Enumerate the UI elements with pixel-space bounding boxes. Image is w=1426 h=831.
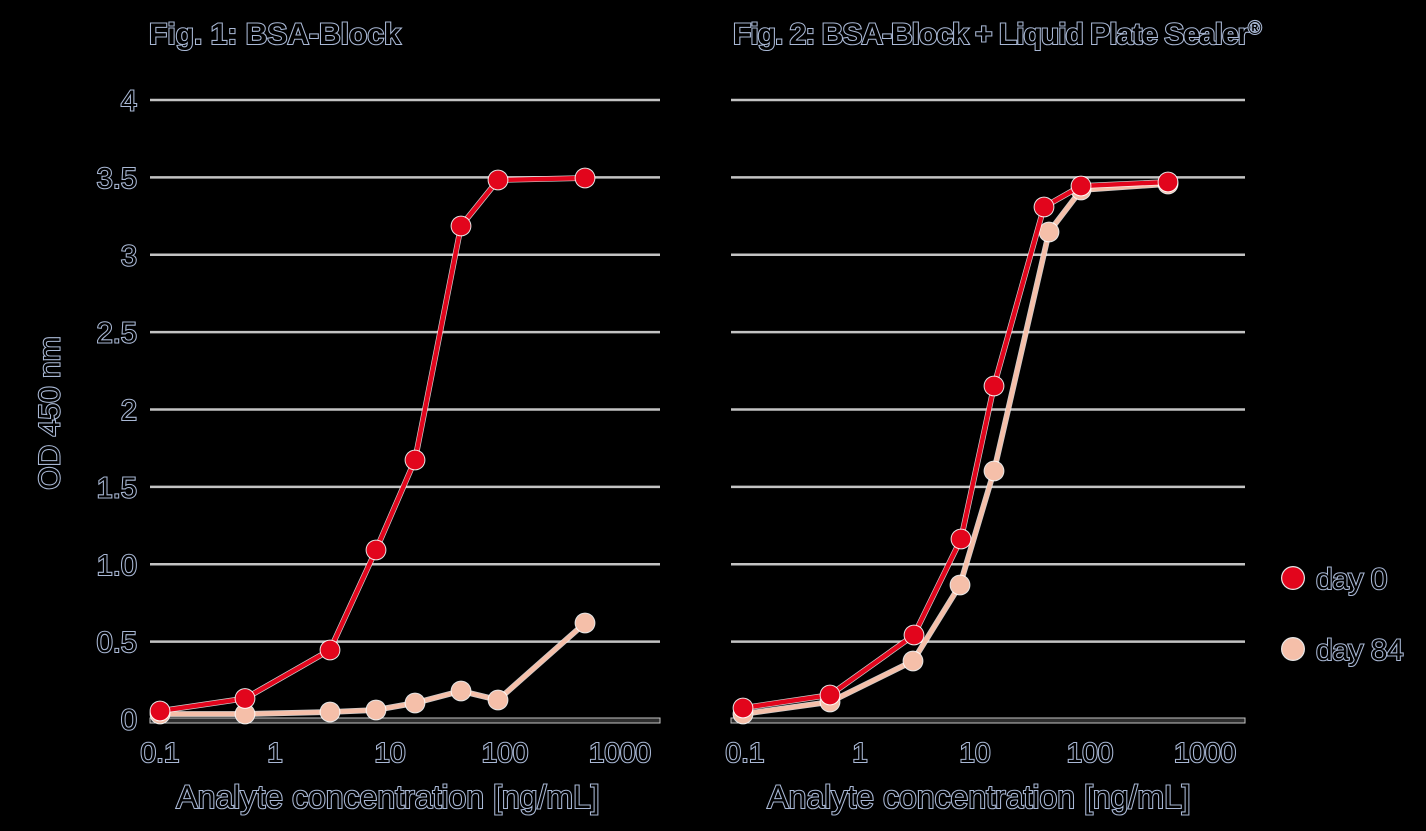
svg-text:0.5: 0.5 bbox=[97, 627, 137, 659]
svg-text:Analyte concentration [ng/mL]: Analyte concentration [ng/mL] bbox=[767, 779, 1190, 815]
svg-text:100: 100 bbox=[1067, 737, 1114, 768]
svg-text:2.5: 2.5 bbox=[97, 318, 137, 350]
svg-text:1000: 1000 bbox=[1174, 737, 1236, 768]
svg-text:10: 10 bbox=[374, 737, 405, 768]
svg-text:3.5: 3.5 bbox=[97, 163, 137, 195]
svg-text:OD 450 nm: OD 450 nm bbox=[34, 336, 67, 489]
svg-text:10: 10 bbox=[959, 737, 990, 768]
svg-text:4: 4 bbox=[121, 86, 137, 118]
svg-text:Analyte concentration [ng/mL]: Analyte concentration [ng/mL] bbox=[176, 779, 599, 815]
svg-text:day 84: day 84 bbox=[1316, 634, 1403, 667]
svg-text:1000: 1000 bbox=[589, 737, 651, 768]
svg-text:1: 1 bbox=[852, 737, 868, 768]
svg-text:0: 0 bbox=[121, 705, 137, 737]
svg-text:0.1: 0.1 bbox=[141, 737, 180, 768]
svg-text:3: 3 bbox=[121, 240, 137, 272]
svg-text:1: 1 bbox=[267, 737, 283, 768]
svg-text:100: 100 bbox=[482, 737, 529, 768]
svg-text:0.1: 0.1 bbox=[726, 737, 765, 768]
svg-text:2: 2 bbox=[121, 395, 137, 427]
svg-text:day 0: day 0 bbox=[1316, 563, 1387, 596]
svg-text:Fig. 1: BSA-Block: Fig. 1: BSA-Block bbox=[149, 18, 401, 51]
svg-text:Fig. 2: BSA-Block + Liquid Pla: Fig. 2: BSA-Block + Liquid Plate Sealer® bbox=[733, 18, 1261, 51]
svg-text:1.0: 1.0 bbox=[97, 550, 137, 582]
svg-text:1.5: 1.5 bbox=[97, 472, 137, 504]
